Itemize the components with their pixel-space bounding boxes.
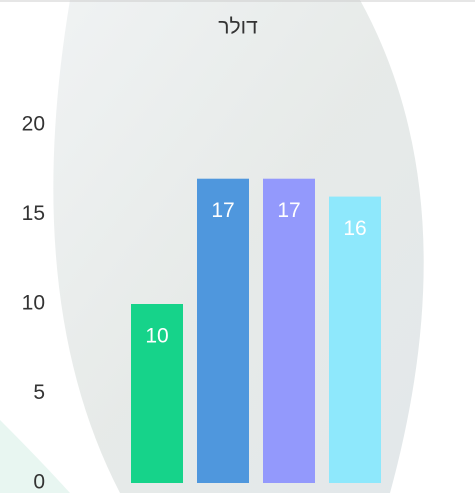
y-tick-label: 15 xyxy=(22,202,45,225)
y-tick-label: 10 xyxy=(22,292,45,315)
value-label: 16 xyxy=(343,217,366,240)
y-tick-label: 5 xyxy=(33,381,45,404)
y-tick-label: 20 xyxy=(22,113,45,136)
background-image xyxy=(0,420,70,493)
value-label: 17 xyxy=(211,199,234,222)
bar xyxy=(197,178,249,483)
value-label: 10 xyxy=(145,325,168,348)
bar xyxy=(131,304,183,483)
y-tick-label: 0 xyxy=(33,471,45,493)
bar xyxy=(329,196,381,483)
bar xyxy=(263,178,315,483)
chart-title: דולר xyxy=(218,16,258,39)
value-label: 17 xyxy=(277,199,300,222)
